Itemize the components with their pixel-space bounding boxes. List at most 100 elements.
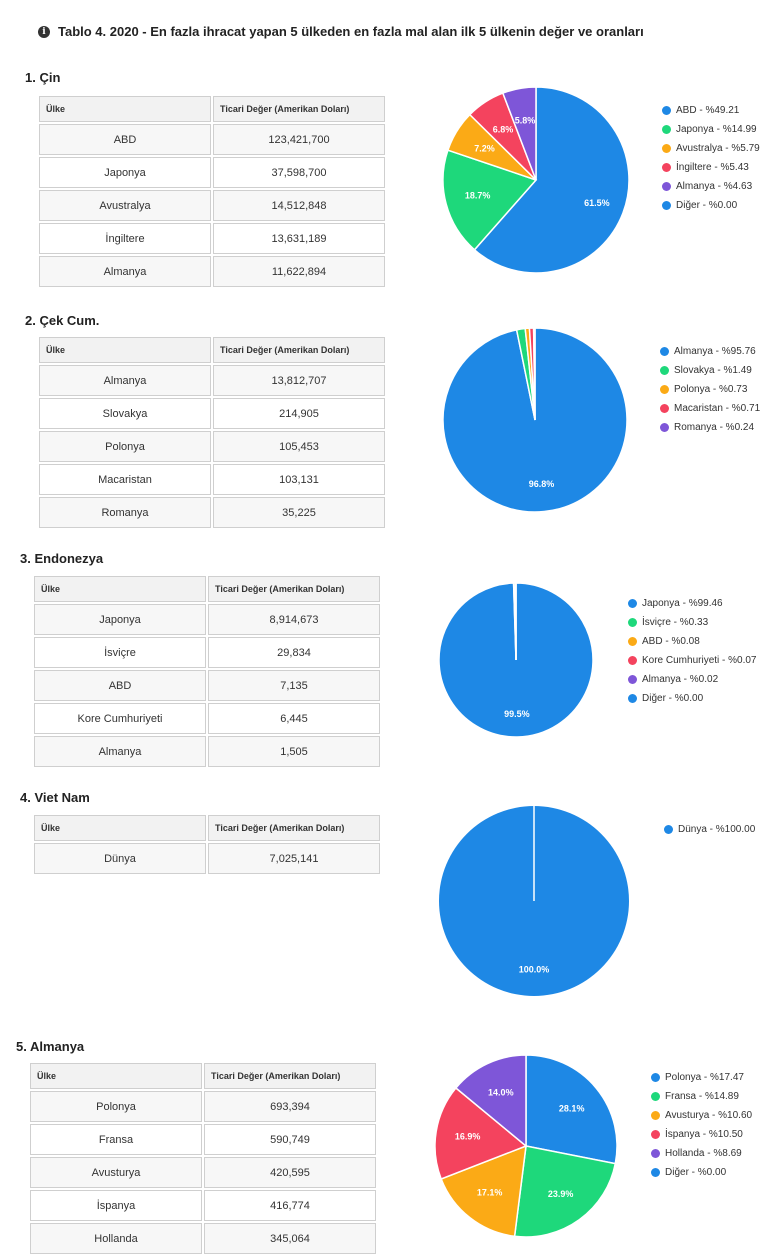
column-header-value: Ticari Değer (Amerikan Doları) [208,815,380,841]
legend-item[interactable]: Polonya - %0.73 [660,380,760,399]
slice-label: 61.5% [584,198,610,208]
legend-label: İsviçre - %0.33 [642,617,708,628]
legend-dot-icon [660,404,669,413]
value-cell: 7,135 [208,670,380,701]
legend-item[interactable]: Avustralya - %5.79 [662,139,760,158]
legend-item[interactable]: ABD - %0.08 [628,632,757,651]
country-cell: Fransa [30,1124,202,1155]
section-title: 5. Almanya [16,1039,84,1054]
legend-label: İspanya - %10.50 [665,1129,743,1140]
country-cell: İsviçre [34,637,206,668]
legend-dot-icon [628,675,637,684]
column-header-value: Ticari Değer (Amerikan Doları) [208,576,380,602]
legend-item[interactable]: Macaristan - %0.71 [660,399,760,418]
legend-item[interactable]: İsviçre - %0.33 [628,613,757,632]
column-header-country: Ülke [39,96,211,122]
legend-item[interactable]: Avusturya - %10.60 [651,1106,752,1125]
legend-item[interactable]: İspanya - %10.50 [651,1125,752,1144]
slice-label: 14.0% [488,1087,514,1097]
legend-dot-icon [662,125,671,134]
legend-label: Japonya - %99.46 [642,598,723,609]
legend-dot-icon [660,423,669,432]
column-header-country: Ülke [39,337,211,363]
country-cell: Slovakya [39,398,211,429]
legend-item[interactable]: Almanya - %95.76 [660,342,760,361]
section-title: 4. Viet Nam [20,790,90,805]
pie-chart: 99.5% [437,581,595,739]
legend-dot-icon [660,385,669,394]
legend-dot-icon [651,1073,660,1082]
country-cell: Kore Cumhuriyeti [34,703,206,734]
legend-dot-icon [651,1111,660,1120]
slice-label: 6.8% [493,124,514,134]
legend-item[interactable]: Diğer - %0.00 [628,689,757,708]
legend-dot-icon [660,347,669,356]
value-cell: 37,598,700 [213,157,385,188]
legend-item[interactable]: Almanya - %4.63 [662,177,760,196]
country-cell: Avusturya [30,1157,202,1188]
legend-label: İngiltere - %5.43 [676,162,749,173]
country-cell: Polonya [39,431,211,462]
legend-item[interactable]: Diğer - %0.00 [662,196,760,215]
legend-item[interactable]: İngiltere - %5.43 [662,158,760,177]
slice-label: 5.8% [515,116,536,126]
legend-label: ABD - %49.21 [676,105,739,116]
pie-chart: 100.0% [437,804,631,998]
column-header-value: Ticari Değer (Amerikan Doları) [213,96,385,122]
country-cell: Dünya [34,843,206,874]
value-cell: 6,445 [208,703,380,734]
legend: Dünya - %100.00 [664,820,755,839]
country-cell: Almanya [34,736,206,767]
legend-item[interactable]: Almanya - %0.02 [628,670,757,689]
legend-item[interactable]: Hollanda - %8.69 [651,1144,752,1163]
country-cell: ABD [34,670,206,701]
legend-item[interactable]: Japonya - %99.46 [628,594,757,613]
country-cell: Japonya [39,157,211,188]
legend-item[interactable]: Japonya - %14.99 [662,120,760,139]
value-cell: 8,914,673 [208,604,380,635]
legend-dot-icon [664,825,673,834]
legend-item[interactable]: Dünya - %100.00 [664,820,755,839]
value-cell: 13,812,707 [213,365,385,396]
legend-item[interactable]: Polonya - %17.47 [651,1068,752,1087]
legend-label: Avusturya - %10.60 [665,1110,752,1121]
legend-dot-icon [651,1168,660,1177]
slice-label: 16.9% [455,1132,481,1142]
legend-item[interactable]: Fransa - %14.89 [651,1087,752,1106]
legend-label: Polonya - %0.73 [674,384,747,395]
value-cell: 590,749 [204,1124,376,1155]
legend-item[interactable]: Kore Cumhuriyeti - %0.07 [628,651,757,670]
slice-label: 99.5% [504,709,530,719]
legend-item[interactable]: ABD - %49.21 [662,101,760,120]
legend-dot-icon [651,1092,660,1101]
country-cell: Polonya [30,1091,202,1122]
value-cell: 123,421,700 [213,124,385,155]
country-cell: Almanya [39,256,211,287]
info-circle-icon: i [38,26,50,38]
legend-item[interactable]: Slovakya - %1.49 [660,361,760,380]
legend-item[interactable]: Romanya - %0.24 [660,418,760,437]
slice-label: 100.0% [519,964,550,974]
legend-dot-icon [628,637,637,646]
legend-dot-icon [662,106,671,115]
country-cell: Romanya [39,497,211,528]
pie-chart: 61.5%18.7%7.2%6.8%5.8% [441,85,631,275]
legend-item[interactable]: Diğer - %0.00 [651,1163,752,1182]
country-cell: Macaristan [39,464,211,495]
country-cell: Avustralya [39,190,211,221]
